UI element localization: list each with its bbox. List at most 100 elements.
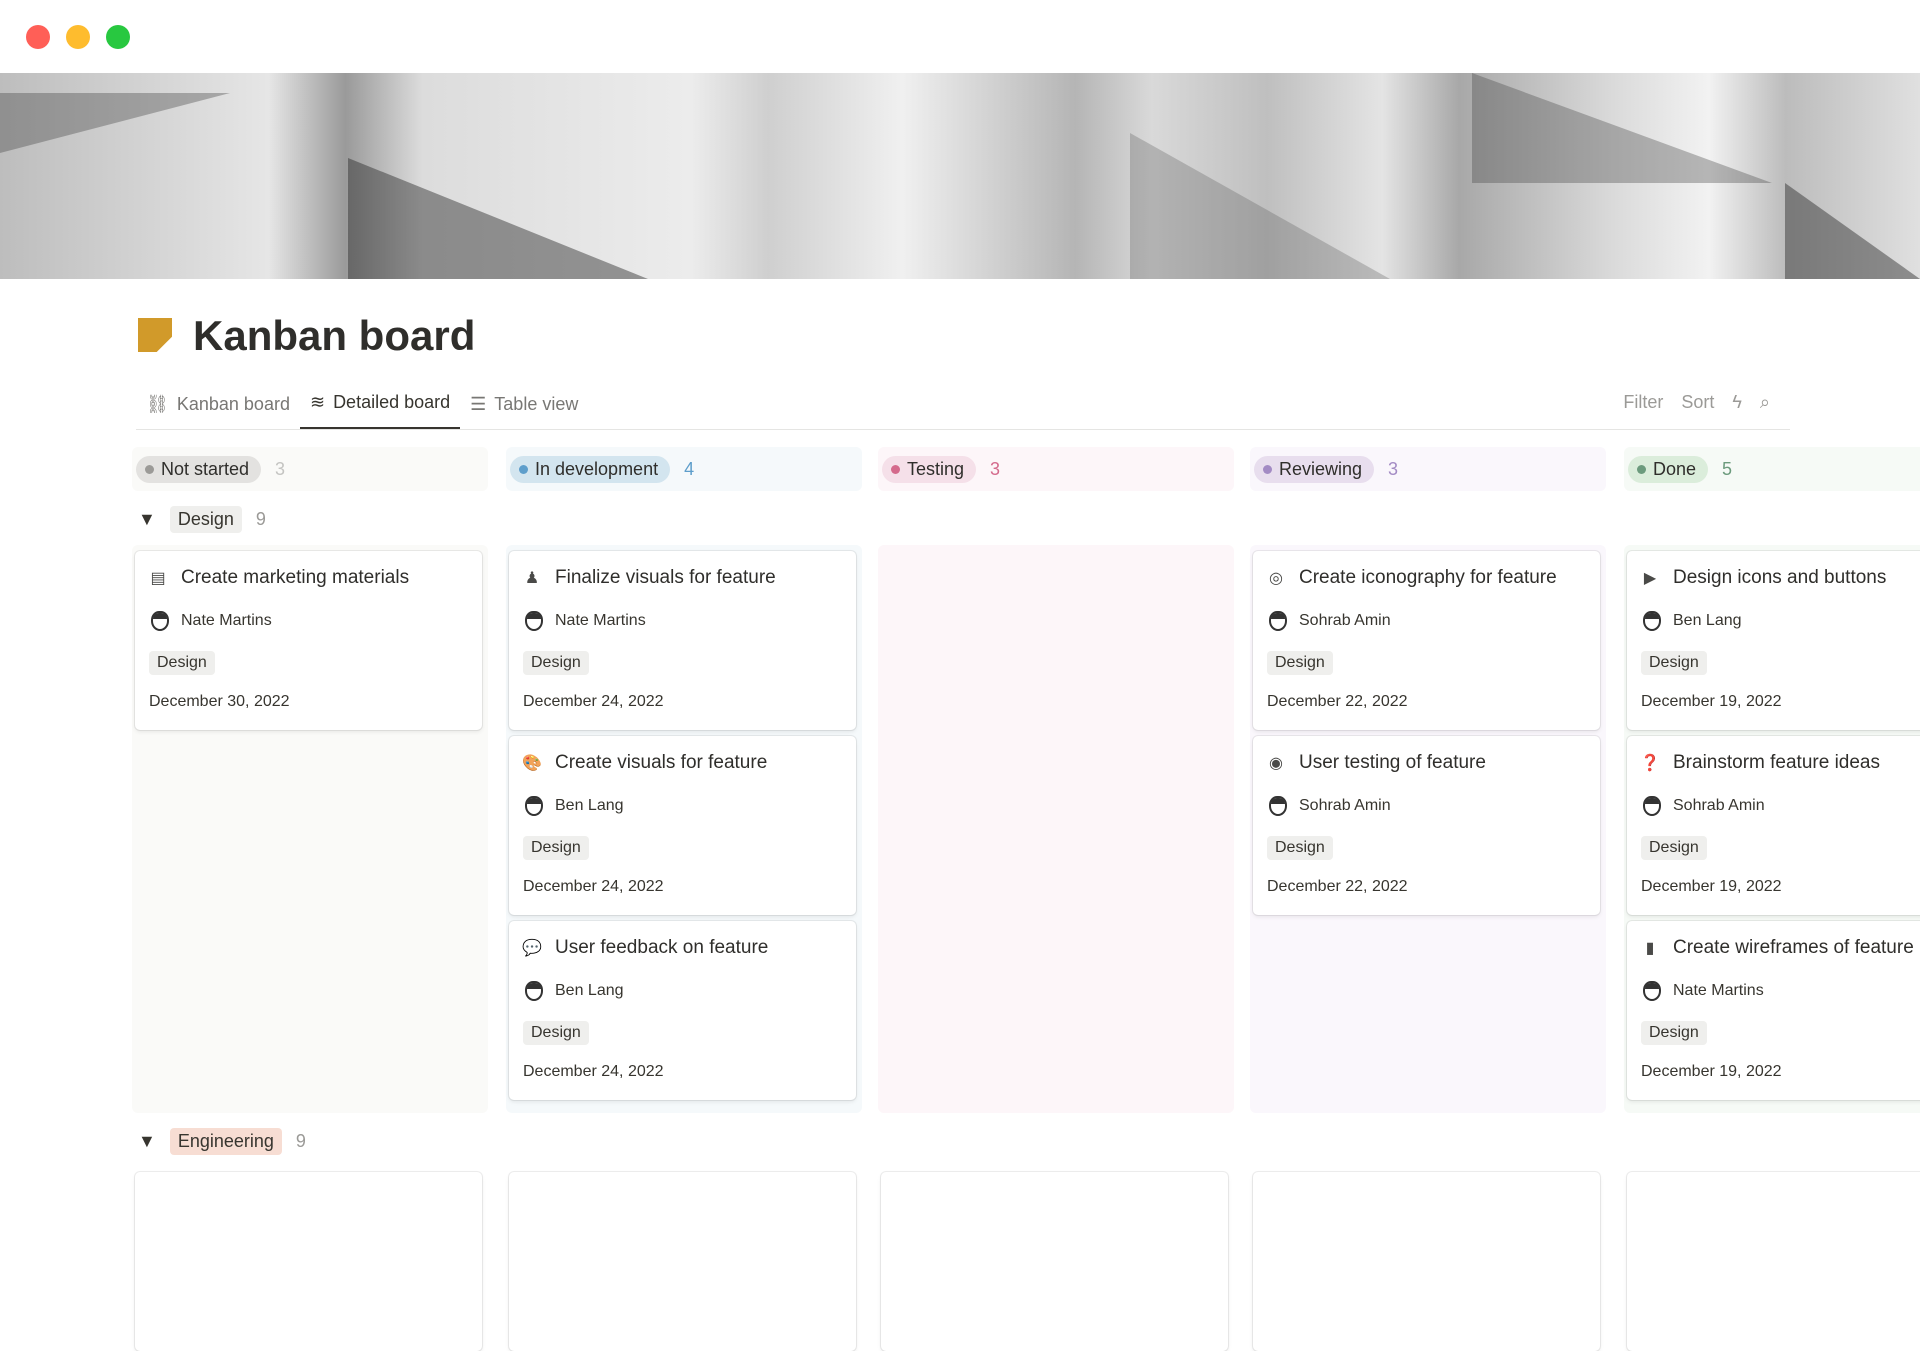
column-count: 3 bbox=[1388, 458, 1399, 479]
avatar bbox=[1269, 611, 1287, 631]
avatar bbox=[525, 981, 543, 1001]
column-count: 4 bbox=[684, 458, 695, 479]
assignee-name: Nate Martins bbox=[181, 612, 272, 629]
minimize-window-button[interactable] bbox=[66, 25, 90, 49]
lightning-icon[interactable]: ϟ bbox=[1732, 392, 1742, 412]
collapse-triangle-icon[interactable]: ▼ bbox=[138, 1131, 156, 1151]
status-dot bbox=[1263, 464, 1272, 474]
card-tag: Design bbox=[523, 1021, 589, 1045]
view-tabs: ⛓ Kanban board ≋ Detailed board ☰ Table vie… bbox=[136, 390, 588, 430]
phone-icon: ▮ bbox=[1645, 940, 1655, 957]
tab-detailed-board[interactable]: ≋ Detailed board bbox=[299, 390, 461, 430]
user-circle-icon: ◉ bbox=[1269, 755, 1283, 772]
assignee-name: Ben Lang bbox=[555, 797, 624, 814]
card-title-row: ◉ User testing of feature bbox=[1267, 752, 1486, 774]
card-title: Create visuals for feature bbox=[555, 752, 768, 773]
task-card[interactable] bbox=[1627, 1172, 1920, 1351]
status-label: Testing bbox=[907, 458, 965, 479]
status-pill[interactable]: In development bbox=[510, 455, 671, 483]
status-pill[interactable]: Testing bbox=[882, 455, 977, 483]
sort-button[interactable]: Sort bbox=[1681, 392, 1715, 412]
card-tag: Design bbox=[1267, 836, 1333, 860]
page-icon bbox=[138, 318, 172, 352]
card-tag: Design bbox=[523, 836, 589, 860]
column-count: 3 bbox=[990, 458, 1001, 479]
group-count: 9 bbox=[255, 509, 266, 529]
task-card[interactable] bbox=[509, 1172, 856, 1351]
card-title: Create iconography for feature bbox=[1299, 567, 1557, 588]
filter-button[interactable]: Filter bbox=[1623, 392, 1664, 412]
avatar bbox=[151, 611, 169, 631]
task-card[interactable]: ◎ Create iconography for feature Sohrab Am… bbox=[1253, 551, 1600, 730]
assignee: Sohrab Amin bbox=[1269, 796, 1391, 816]
column-header: Not started 3 bbox=[132, 447, 488, 491]
avatar bbox=[1643, 796, 1661, 816]
card-title-row: ▤ Create marketing materials bbox=[149, 567, 409, 589]
play-circle-icon: ▶ bbox=[1643, 570, 1657, 587]
assignee-name: Ben Lang bbox=[1673, 612, 1742, 629]
card-title-row: 💬 User feedback on feature bbox=[522, 937, 768, 959]
collapse-triangle-icon[interactable]: ▼ bbox=[138, 509, 156, 529]
avatar bbox=[1643, 611, 1661, 631]
task-card[interactable]: ◉ User testing of feature Sohrab Amin Desig… bbox=[1253, 736, 1600, 915]
avatar bbox=[525, 611, 543, 631]
tab-label: Kanban board bbox=[176, 393, 290, 414]
card-title-row: ❓ Brainstorm feature ideas bbox=[1640, 752, 1880, 774]
task-card[interactable]: 🎨 Create visuals for feature Ben Lang Desig… bbox=[509, 736, 856, 915]
card-tag: Design bbox=[523, 651, 589, 675]
card-title: Design icons and buttons bbox=[1673, 567, 1887, 588]
task-card[interactable]: ♟ Finalize visuals for feature Nate Martin… bbox=[509, 551, 856, 730]
card-title: Finalize visuals for feature bbox=[555, 567, 776, 588]
task-card[interactable] bbox=[135, 1172, 482, 1351]
status-label: Reviewing bbox=[1279, 458, 1363, 479]
close-window-button[interactable] bbox=[26, 25, 50, 49]
card-date: December 24, 2022 bbox=[523, 1063, 664, 1080]
tab-table-view[interactable]: ☰ Table view bbox=[460, 390, 588, 430]
card-tag: Design bbox=[1641, 836, 1707, 860]
group-label: Design bbox=[169, 506, 242, 533]
task-card[interactable]: ▶ Design icons and buttons Ben Lang Design D… bbox=[1627, 551, 1920, 730]
speech-bubble-icon: 💬 bbox=[522, 940, 542, 957]
task-card[interactable]: ▤ Create marketing materials Nate Martins D… bbox=[135, 551, 482, 730]
card-date: December 30, 2022 bbox=[149, 693, 290, 710]
page-title: Kanban board bbox=[193, 312, 476, 359]
task-card[interactable]: 💬 User feedback on feature Ben Lang Design D… bbox=[509, 921, 856, 1100]
assignee: Sohrab Amin bbox=[1269, 611, 1391, 631]
tab-kanban-board[interactable]: ⛓ Kanban board bbox=[136, 390, 300, 430]
zoom-window-button[interactable] bbox=[106, 25, 130, 49]
card-title: Create wireframes of feature bbox=[1673, 937, 1914, 958]
assignee-name: Sohrab Amin bbox=[1299, 612, 1391, 629]
group-header[interactable]: ▼ Engineering 9 bbox=[138, 1128, 306, 1155]
newspaper-icon: ▤ bbox=[150, 570, 166, 587]
assignee-name: Sohrab Amin bbox=[1299, 797, 1391, 814]
assignee-name: Nate Martins bbox=[1673, 982, 1764, 999]
task-card[interactable] bbox=[881, 1172, 1228, 1351]
column-count: 5 bbox=[1722, 458, 1733, 479]
task-card[interactable]: ▮ Create wireframes of feature Nate Martin… bbox=[1627, 921, 1920, 1100]
divider bbox=[136, 429, 1790, 430]
card-date: December 22, 2022 bbox=[1267, 693, 1408, 710]
status-pill[interactable]: Not started bbox=[136, 455, 262, 483]
palette-icon: 🎨 bbox=[522, 755, 542, 772]
task-card[interactable] bbox=[1253, 1172, 1600, 1351]
status-pill[interactable]: Reviewing bbox=[1254, 455, 1375, 483]
card-title: Brainstorm feature ideas bbox=[1673, 752, 1880, 773]
stamp-icon: ♟ bbox=[524, 570, 540, 587]
column-lane bbox=[878, 545, 1234, 1113]
target-icon: ◎ bbox=[1269, 570, 1283, 587]
assignee: Ben Lang bbox=[525, 981, 624, 1001]
task-card[interactable]: ❓ Brainstorm feature ideas Sohrab Amin Desi… bbox=[1627, 736, 1920, 915]
avatar bbox=[1269, 796, 1287, 816]
group-header[interactable]: ▼ Design 9 bbox=[138, 506, 266, 533]
assignee-name: Ben Lang bbox=[555, 982, 624, 999]
tab-label: Detailed board bbox=[333, 392, 451, 412]
card-title-row: 🎨 Create visuals for feature bbox=[522, 752, 768, 774]
search-icon[interactable]: ⌕ bbox=[1759, 392, 1770, 412]
card-title: Create marketing materials bbox=[181, 567, 410, 588]
card-date: December 24, 2022 bbox=[523, 693, 664, 710]
assignee: Ben Lang bbox=[525, 796, 624, 816]
card-tag: Design bbox=[1267, 651, 1333, 675]
assignee: Nate Martins bbox=[151, 611, 272, 631]
status-pill[interactable]: Done bbox=[1628, 455, 1709, 483]
assignee: Ben Lang bbox=[1643, 611, 1742, 631]
